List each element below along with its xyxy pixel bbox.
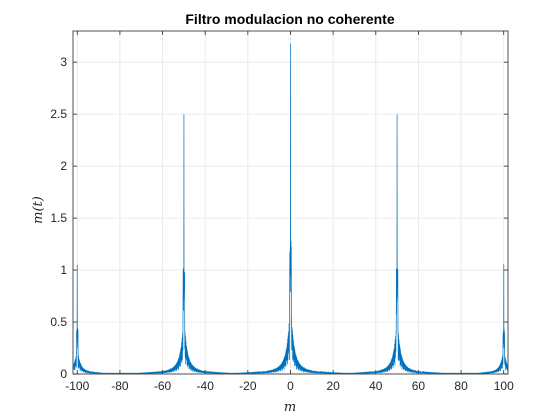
x-tick-label: 0 (287, 379, 294, 393)
y-tick-label: 1 (60, 263, 67, 277)
y-tick-label: 2 (60, 159, 67, 173)
y-tick-label: 3 (60, 55, 67, 69)
y-tick-label: 1.5 (50, 211, 67, 225)
x-tick-label: 60 (412, 379, 426, 393)
x-tick-label: 80 (454, 379, 468, 393)
y-tick-label: 0 (60, 367, 67, 381)
x-tick-label: -60 (154, 379, 172, 393)
x-ticks: -100 -80 -60 -40 -20 0 20 40 60 80 100 (65, 31, 514, 393)
y-tick-label: 2.5 (50, 107, 67, 121)
x-tick-label: -20 (239, 379, 257, 393)
y-tick-label: 0.5 (50, 315, 67, 329)
x-tick-label: -100 (65, 379, 89, 393)
x-tick-label: 40 (369, 379, 383, 393)
chart-title: Filtro modulacion no coherente (185, 11, 394, 27)
y-axis-label: m(t) (31, 196, 46, 224)
series-line (72, 43, 509, 375)
x-axis-label: m (284, 400, 296, 415)
y-ticks: 0 0.5 1 1.5 2 2.5 3 (50, 55, 508, 381)
x-tick-label: -80 (111, 379, 129, 393)
x-tick-label: 20 (326, 379, 340, 393)
x-tick-label: 100 (494, 379, 514, 393)
x-tick-label: -40 (197, 379, 215, 393)
